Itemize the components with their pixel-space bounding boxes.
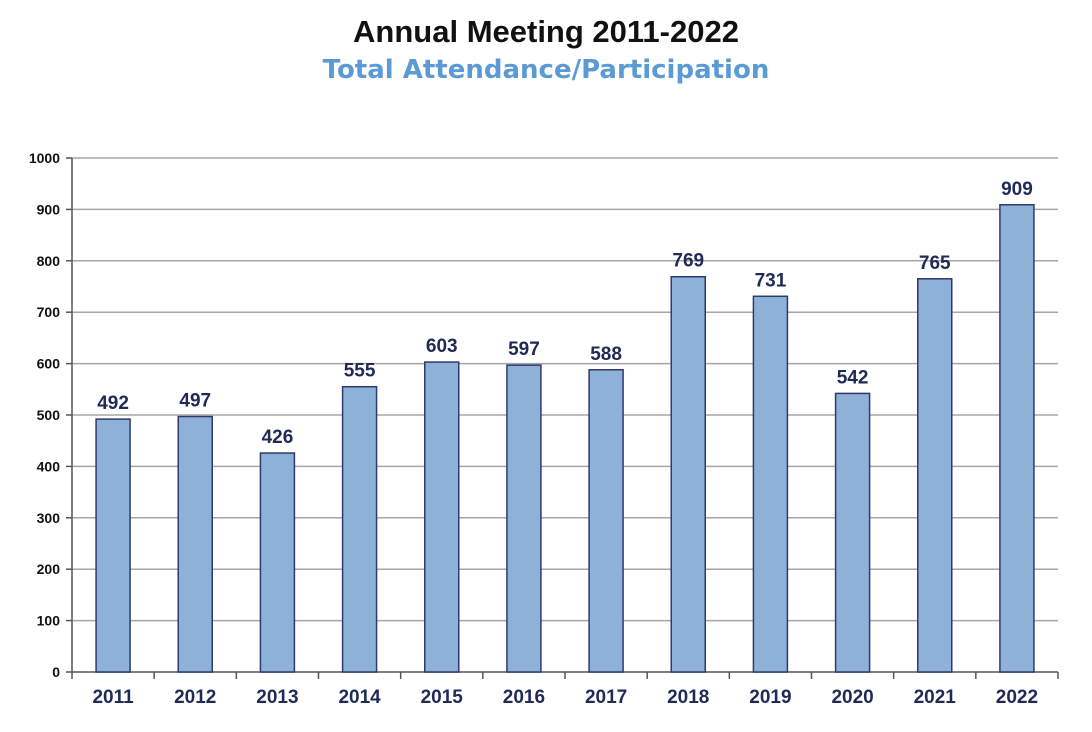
y-tick-label: 200 — [37, 561, 61, 577]
bar-2019 — [752, 295, 789, 673]
bar-2012 — [177, 415, 213, 673]
x-tick-label-2018: 2018 — [667, 687, 709, 708]
data-label-2015: 603 — [426, 336, 458, 357]
bar-2015 — [424, 361, 460, 673]
bar-2014 — [341, 385, 378, 673]
y-axis-tick-labels: 0 100 200 300 400 500 600 700 800 900 1000 — [29, 150, 60, 680]
bars — [95, 204, 1035, 673]
data-label-2012: 497 — [179, 391, 211, 412]
y-tick-label: 300 — [37, 510, 61, 526]
bar-2020 — [834, 392, 871, 673]
bar-2013 — [259, 452, 296, 673]
x-tick-label-2019: 2019 — [749, 687, 791, 708]
chart-subtitle: Total Attendance/Participation — [322, 55, 770, 85]
data-label-2022: 909 — [1001, 179, 1033, 200]
y-tick-label: 900 — [37, 201, 61, 217]
x-tick-label-2012: 2012 — [174, 687, 216, 708]
data-label-2014: 555 — [344, 361, 376, 382]
bar-2011 — [95, 418, 131, 673]
x-tick-label-2017: 2017 — [585, 687, 627, 708]
x-tick-label-2015: 2015 — [421, 687, 464, 708]
data-label-2017: 588 — [590, 344, 622, 365]
data-label-2020: 542 — [837, 367, 869, 388]
bar-2018 — [670, 275, 706, 673]
data-label-2018: 769 — [672, 251, 704, 272]
y-tick-label: 700 — [37, 304, 61, 320]
y-tick-label: 1000 — [29, 150, 60, 166]
x-tick-label-2021: 2021 — [914, 687, 957, 708]
data-label-2011: 492 — [97, 393, 129, 414]
bar-2016 — [506, 364, 542, 673]
y-tick-label: 500 — [37, 407, 61, 423]
chart-title: Annual Meeting 2011-2022 — [353, 14, 739, 49]
data-labels: 492 497 426 555 603 597 588 769 731 542 765 909 — [97, 179, 1033, 448]
data-label-2016: 597 — [508, 339, 540, 360]
y-tick-label: 800 — [37, 253, 61, 269]
y-tick-label: 100 — [37, 613, 61, 629]
x-tick-label-2022: 2022 — [996, 687, 1038, 708]
data-label-2019: 731 — [755, 270, 787, 291]
x-axis-tick-labels: 2011 2012 2013 2014 2015 2016 2017 2018 2019 2020… — [92, 687, 1038, 708]
bar-2017 — [588, 369, 624, 673]
data-label-2021: 765 — [919, 253, 951, 274]
grid-lines — [72, 157, 1058, 622]
x-tick-label-2011: 2011 — [92, 687, 134, 708]
bar-2021 — [917, 278, 953, 673]
bar-2022 — [999, 204, 1035, 673]
data-label-2013: 426 — [262, 427, 294, 448]
x-tick-label-2020: 2020 — [831, 687, 873, 708]
y-tick-label: 600 — [37, 356, 61, 372]
x-tick-label-2014: 2014 — [338, 687, 381, 708]
x-tick-label-2013: 2013 — [256, 687, 298, 708]
y-tick-label: 0 — [52, 664, 60, 680]
y-tick-label: 400 — [37, 458, 61, 474]
x-tick-label-2016: 2016 — [503, 687, 545, 708]
axes — [66, 157, 1059, 679]
